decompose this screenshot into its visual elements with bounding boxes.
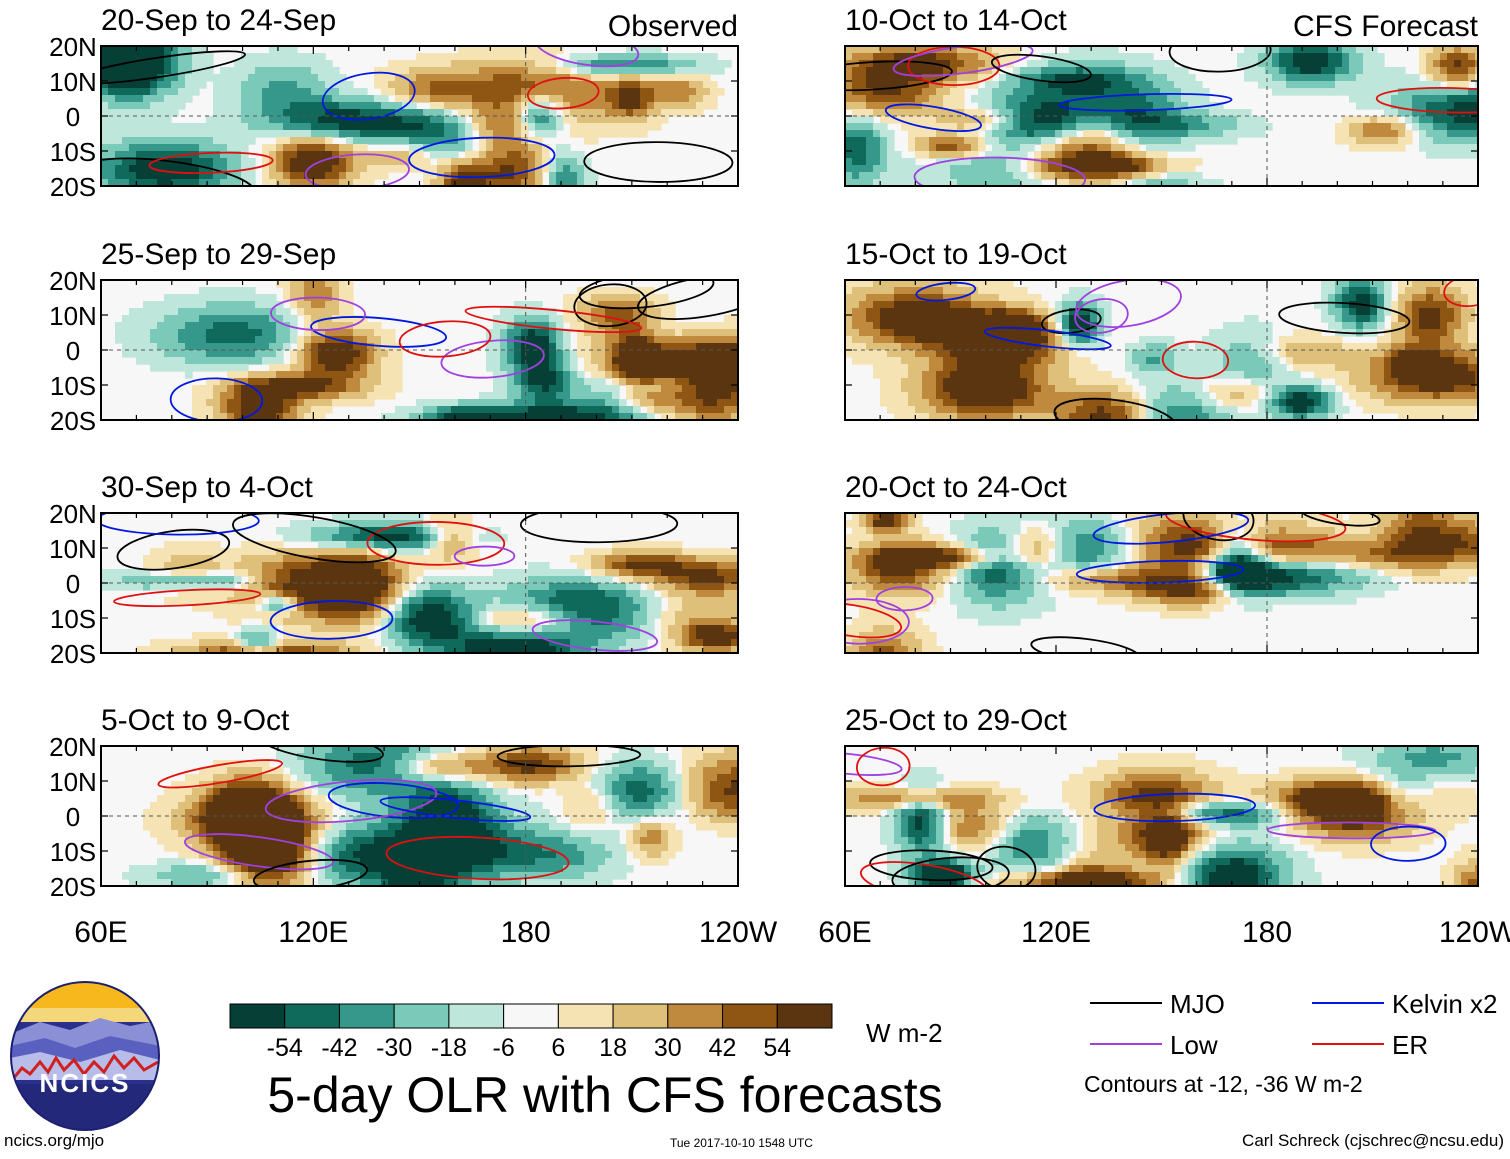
panel-forecast-2: 15-Oct to 19-Oct [844,238,1479,421]
colorbar-label: 42 [709,1034,737,1062]
panel-observed-4: 20N 10N 0 10S 20S 5-Oct to 9-Oct [49,704,739,902]
y-tick-label: 20N [49,32,97,62]
timestamp: Tue 2017-10-10 1548 UTC [670,1136,813,1150]
legend-mjo-label: MJO [1170,989,1225,1019]
colorbar-swatch [776,1003,833,1029]
panel-period-title: 5-Oct to 9-Oct [101,704,290,737]
x-tick-label: 60E [818,916,871,949]
panel-period-title: 20-Oct to 24-Oct [845,471,1067,504]
x-tick-label: 120E [1021,916,1091,949]
colorbar-swatch [229,1003,286,1029]
x-tick-label: 180 [501,916,551,949]
colorbar-swatch [393,1003,450,1029]
colorbar-label: 6 [551,1034,565,1062]
y-tick-label: 0 [66,569,80,599]
wave-contours [101,46,734,186]
colorbar-label: -18 [431,1034,467,1062]
colorbar-swatch [448,1003,505,1029]
contour-note: Contours at -12, -36 W m-2 [1084,1071,1363,1097]
panel-period-title: 15-Oct to 19-Oct [845,238,1067,271]
y-tick-label: 10N [49,767,97,797]
panel-period-title: 30-Sep to 4-Oct [101,471,313,504]
colorbar-swatch [284,1003,340,1029]
y-tick-label: 10S [50,837,96,867]
panel-observed-2: 20N 10N 0 10S 20S 25-Sep to 29-Sep [49,238,739,436]
y-tick-label: 20S [50,872,96,902]
colorbar-label: -42 [321,1034,357,1062]
site-url[interactable]: ncics.org/mjo [4,1131,105,1150]
column-label: Observed [608,10,738,43]
x-tick-label: 120E [278,916,348,949]
colorbar-units: W m-2 [866,1018,943,1048]
panel-period-title: 25-Oct to 29-Oct [845,704,1067,737]
x-axis-labels: 60E 120E 180 120W 60E 120E 180 120W [74,916,1510,949]
y-tick-label: 10S [50,604,96,634]
olr-colorbar: -54 -42 -30 -18 -6 6 18 30 42 54 [229,1003,833,1062]
y-tick-label: 0 [66,102,80,132]
colorbar-swatch [667,1003,724,1029]
y-tick-label: 0 [66,802,80,832]
wave-contours [157,746,642,886]
y-tick-label: 20N [49,732,97,762]
legend-low-label: Low [1170,1030,1218,1060]
x-tick-label: 180 [1242,916,1292,949]
olr-anomaly-field [845,46,1478,186]
y-tick-label: 0 [66,336,80,366]
x-tick-label: 120W [699,916,778,949]
y-tick-label: 10S [50,137,96,167]
ncics-logo: NCICS [10,981,160,1131]
column-label: CFS Forecast [1293,10,1479,43]
x-tick-label: 120W [1439,916,1510,949]
y-tick-label: 10N [49,534,97,564]
panel-period-title: 10-Oct to 14-Oct [845,4,1067,37]
panel-forecast-4: 25-Oct to 29-Oct [844,704,1479,887]
panel-observed-3: 20N 10N 0 10S 20S 30-Sep to 4-Oct [49,471,739,669]
x-tick-label: 60E [74,916,127,949]
colorbar-label: -30 [376,1034,412,1062]
colorbar-label: 54 [763,1034,791,1062]
legend: MJO Kelvin x2 Low ER Contours at -12, -3… [1084,989,1498,1097]
colorbar-swatch [722,1003,778,1029]
colorbar-swatch [557,1003,614,1029]
colorbar-swatch [503,1003,559,1029]
y-tick-label: 20S [50,639,96,669]
panel-forecast-3: 20-Oct to 24-Oct [844,471,1479,654]
y-tick-label: 10N [49,67,97,97]
legend-er-label: ER [1392,1030,1428,1060]
olr-anomaly-field [101,513,738,653]
wave-contours [845,746,1447,886]
colorbar-swatch [612,1003,669,1029]
author-credit: Carl Schreck (cjschrec@ncsu.edu) [1242,1131,1504,1150]
panel-period-title: 25-Sep to 29-Sep [101,238,336,271]
wave-contours [101,513,679,652]
y-tick-label: 20N [49,266,97,296]
colorbar-label: 30 [654,1034,682,1062]
y-tick-label: 20N [49,499,97,529]
olr-anomaly-field [122,746,738,886]
wave-contours [169,280,738,420]
colorbar-label: -54 [267,1034,303,1062]
y-tick-label: 20S [50,406,96,436]
panel-forecast-1: 10-Oct to 14-Oct CFS Forecast [844,4,1479,187]
logo-text: NCICS [40,1068,131,1098]
y-tick-label: 10S [50,371,96,401]
figure-title: 5-day OLR with CFS forecasts [267,1067,942,1123]
olr-anomaly-field [845,746,1478,886]
y-tick-label: 10N [49,301,97,331]
y-tick-label: 20S [50,172,96,202]
legend-kelvin-label: Kelvin x2 [1392,989,1498,1019]
panel-period-title: 20-Sep to 24-Sep [101,4,336,37]
colorbar-label: -6 [493,1034,515,1062]
colorbar-label: 18 [599,1034,627,1062]
colorbar-swatch [338,1003,395,1029]
panel-observed-1: 20N 10N 0 10S 20S 20-Sep to 24-Sep Observed [49,4,739,202]
wave-contours [915,280,1478,420]
